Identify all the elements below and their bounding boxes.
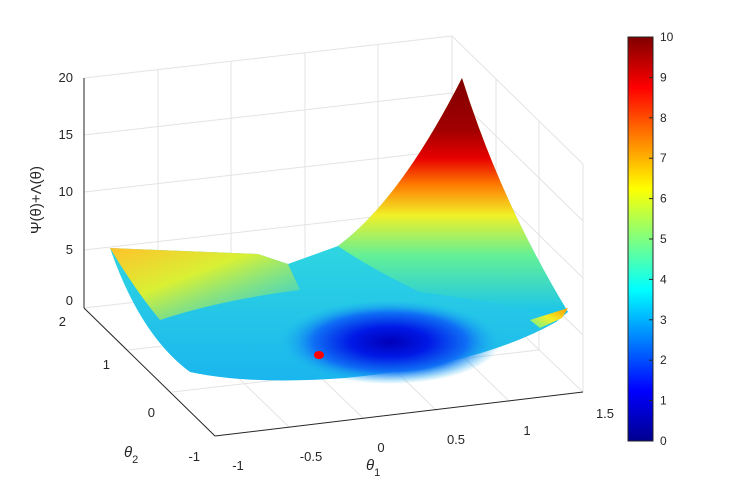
colorbar-tick-label: 4: [660, 272, 667, 286]
surface-left-wing: [110, 248, 300, 320]
x-tick: 0.5: [447, 432, 465, 447]
x-tick: 1: [523, 423, 530, 438]
y-tick: 2: [59, 314, 66, 329]
colorbar-tick-label: 7: [660, 151, 667, 165]
z-axis-label: Ψ(θ)+Λ(θ): [28, 166, 45, 234]
colorbar-tick-label: 3: [660, 313, 667, 327]
z-tick: 20: [59, 70, 73, 85]
surface-ridge: [338, 78, 568, 315]
y-axis-label: θ2: [124, 444, 138, 466]
y-tick: 0: [148, 405, 155, 420]
z-tick: 0: [66, 293, 73, 308]
minimum-point-marker: [314, 351, 324, 359]
y-tick: 1: [103, 357, 110, 372]
colorbar-tick-label: 10: [660, 30, 674, 44]
x-axis-ticks: -1 -0.5 0 0.5 1 1.5: [232, 406, 614, 473]
surface-valley: [280, 300, 500, 384]
colorbar-tick-label: 8: [660, 111, 667, 125]
surface-right-tip: [530, 308, 568, 328]
z-tick: 15: [59, 127, 73, 142]
x-tick: 1.5: [596, 406, 614, 421]
z-tick: 10: [59, 184, 73, 199]
colorbar: 0 1 2 3 4 5 6 7 8 9 10: [627, 30, 674, 448]
y-axis-ticks: 2 1 0 -1: [59, 314, 200, 464]
colorbar-ticks: 0 1 2 3 4 5 6 7 8 9 10: [649, 30, 674, 448]
colorbar-tick-label: 0: [660, 434, 667, 448]
surface-plot: [110, 78, 568, 384]
colorbar-tick-label: 5: [660, 232, 667, 246]
z-tick: 5: [66, 242, 73, 257]
y-tick: -1: [188, 449, 200, 464]
colorbar-tick-label: 2: [660, 353, 667, 367]
x-tick: -1: [232, 458, 244, 473]
z-axis-ticks: 20 15 10 5 0: [59, 70, 73, 308]
x-tick: 0: [377, 440, 384, 455]
colorbar-tick-label: 1: [660, 394, 667, 408]
x-axis-label: θ1: [366, 457, 380, 479]
colorbar-tick-label: 9: [660, 70, 667, 84]
colorbar-tick-label: 6: [660, 192, 667, 206]
front-axes: [83, 78, 584, 437]
x-tick: -0.5: [300, 449, 322, 464]
